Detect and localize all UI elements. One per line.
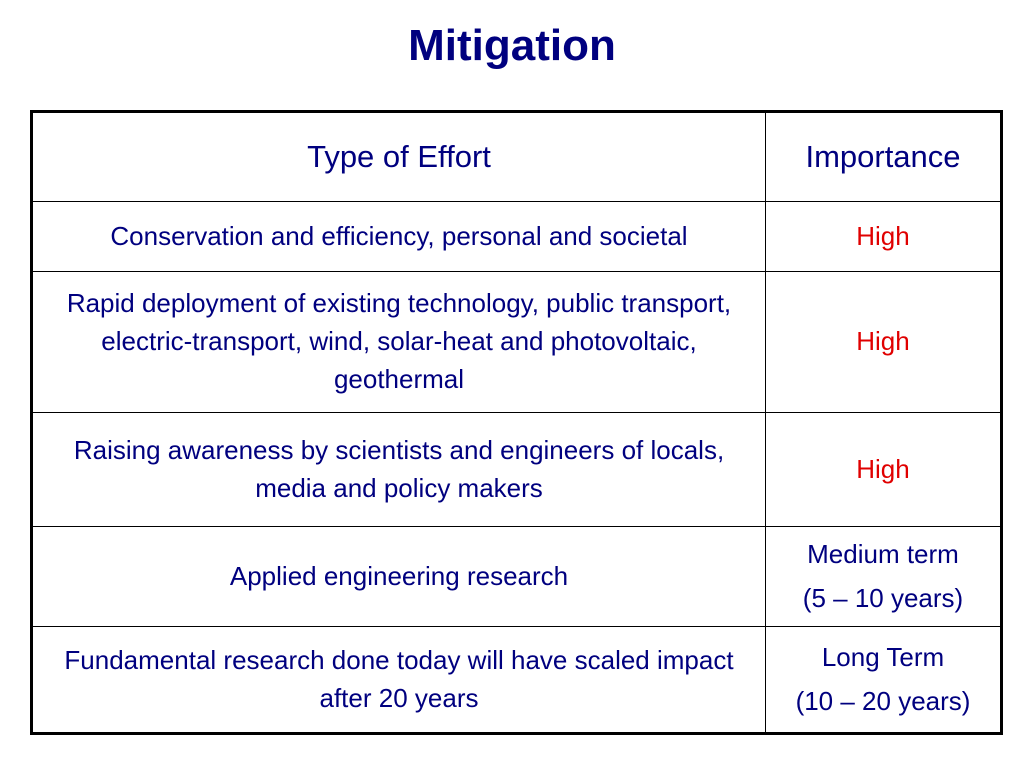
importance-term: Long Term [821, 641, 945, 672]
importance-cell: High [765, 412, 1002, 527]
header-importance: Importance [765, 111, 1002, 202]
importance-range: (10 – 20 years) [795, 685, 971, 716]
table-row: Raising awareness by scientists and engi… [31, 412, 1002, 527]
effort-cell: Rapid deployment of existing technology,… [31, 271, 766, 413]
effort-cell: Fundamental research done today will hav… [31, 626, 766, 734]
header-type-of-effort: Type of Effort [31, 111, 766, 202]
importance-cell: Medium term (5 – 10 years) [765, 526, 1002, 627]
effort-cell: Applied engineering research [31, 526, 766, 627]
importance-term: Medium term [807, 538, 959, 569]
mitigation-table-container: Type of Effort Importance Conservation a… [30, 110, 1003, 735]
table-row: Applied engineering research Medium term… [31, 526, 1002, 627]
table-header-row: Type of Effort Importance [31, 111, 1002, 202]
table-row: Rapid deployment of existing technology,… [31, 271, 1002, 413]
importance-cell: High [765, 201, 1002, 272]
table-row: Fundamental research done today will hav… [31, 626, 1002, 734]
mitigation-table: Type of Effort Importance Conservation a… [30, 110, 1003, 735]
effort-cell: Conservation and efficiency, personal an… [31, 201, 766, 272]
importance-range: (5 – 10 years) [802, 582, 964, 613]
importance-cell: Long Term (10 – 20 years) [765, 626, 1002, 734]
slide-title: Mitigation [408, 21, 616, 70]
importance-cell: High [765, 271, 1002, 413]
effort-cell: Raising awareness by scientists and engi… [31, 412, 766, 527]
table-row: Conservation and efficiency, personal an… [31, 201, 1002, 272]
